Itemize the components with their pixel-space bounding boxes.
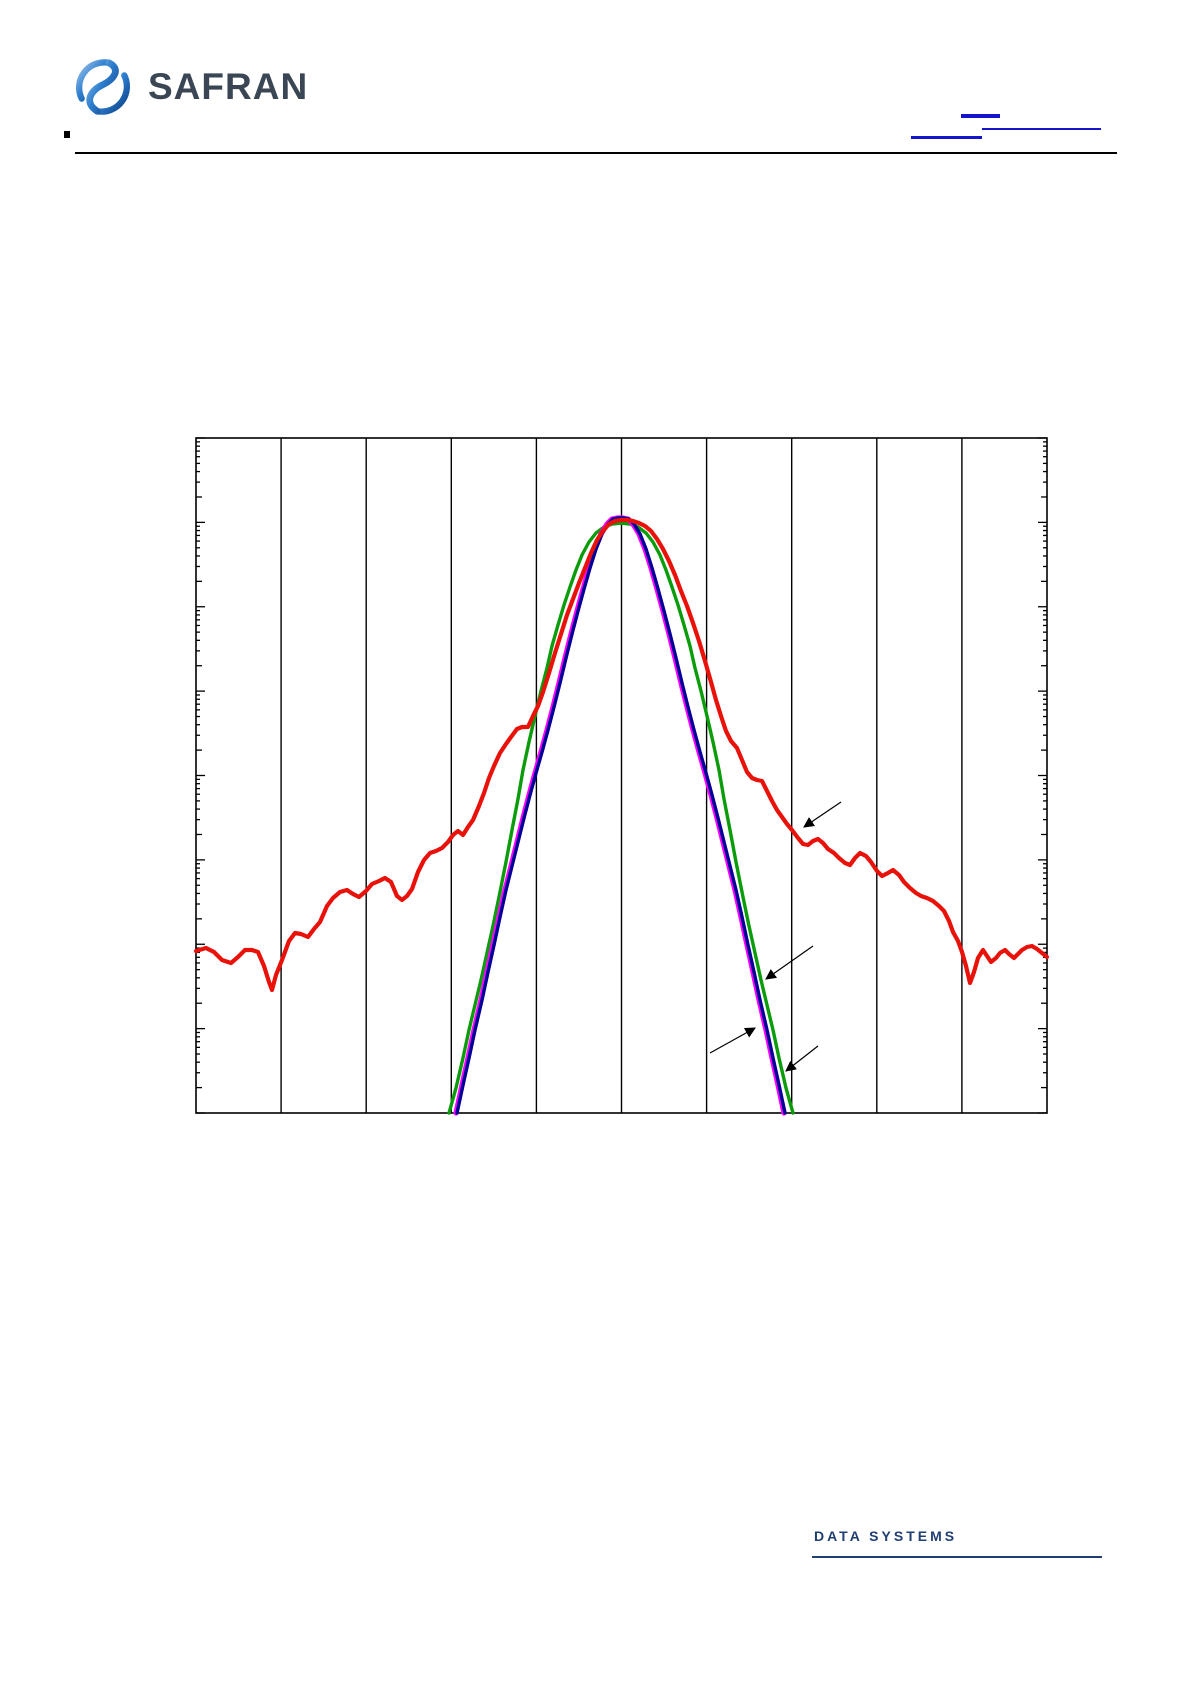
- arrow-to-red-sidelobe: [803, 801, 842, 828]
- redacted-header-line-3: [911, 136, 982, 139]
- arrow-to-lower-curves: [785, 1045, 819, 1072]
- log-spectrum-chart: [180, 425, 1060, 1125]
- redacted-header-line-1: [961, 114, 1000, 118]
- brand-name: SAFRAN: [148, 66, 309, 107]
- red-windowed-spectrum: [193, 517, 1050, 993]
- plot-frame: [195, 437, 1048, 1114]
- green-wide-lobe: [447, 521, 795, 1115]
- arrow-to-blue-curve: [709, 1027, 756, 1054]
- header-bullet-mark: [64, 131, 70, 138]
- magenta-lobe: [453, 515, 787, 1116]
- arrow-to-green-curve: [765, 945, 814, 980]
- chart-canvas: [193, 437, 1050, 1116]
- redacted-header-line-2: [982, 128, 1101, 130]
- footer-rule: [812, 1556, 1102, 1558]
- safran-logo: SAFRAN: [72, 56, 308, 118]
- footer-brand: DATA SYSTEMS: [814, 1528, 958, 1544]
- safran-swirl-icon: [75, 59, 131, 115]
- header-rule: [75, 152, 1117, 154]
